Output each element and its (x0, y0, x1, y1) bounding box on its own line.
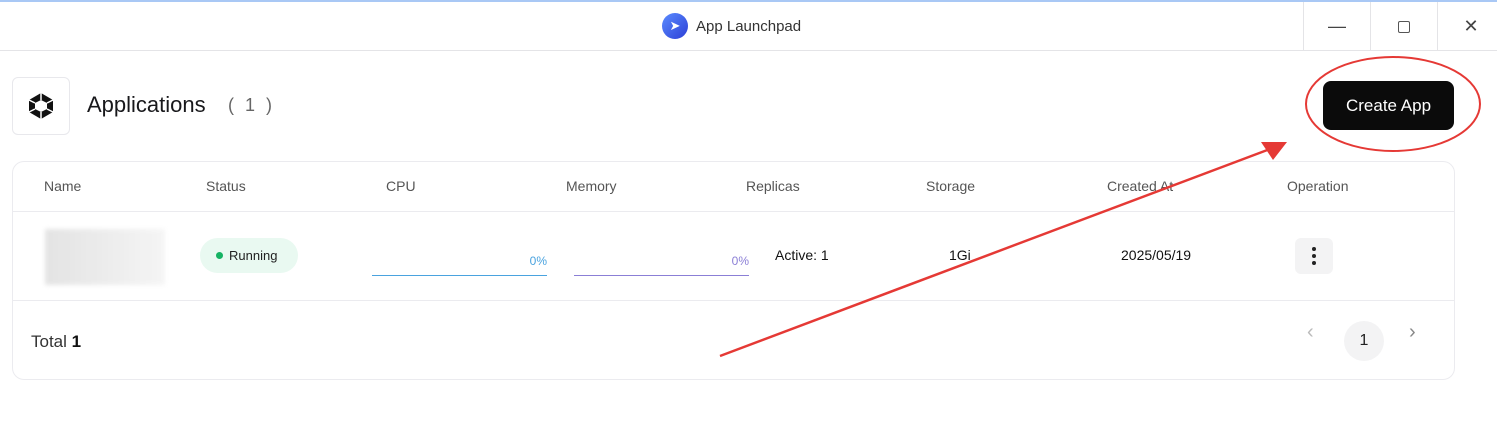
app-name-redacted[interactable] (45, 229, 165, 285)
prev-page-button[interactable]: ‹ (1307, 321, 1314, 343)
total-count: Total 1 (31, 332, 82, 351)
more-options-button[interactable] (1295, 238, 1333, 274)
page-title: Applications (87, 92, 206, 117)
created-at-value: 2025/05/19 (1121, 247, 1192, 263)
replicas-value: Active: 1 (775, 247, 829, 263)
column-name: Name (44, 178, 82, 194)
close-button[interactable]: ✕ (1437, 2, 1497, 51)
cpu-usage-bar: 0% (372, 254, 547, 276)
title-bar: ➤ App Launchpad — ✕ (0, 0, 1497, 51)
annotation-arrowhead (1261, 142, 1287, 160)
window-title: ➤ App Launchpad (662, 13, 801, 39)
column-replicas: Replicas (746, 178, 800, 194)
minimize-button[interactable]: — (1303, 2, 1370, 51)
status-dot (216, 252, 223, 259)
column-memory: Memory (566, 178, 617, 194)
applications-table: Name Status CPU Memory Replicas Storage … (12, 161, 1455, 380)
page-1-button[interactable]: 1 (1344, 321, 1384, 361)
memory-usage-bar: 0% (574, 254, 749, 276)
status-badge: Running (200, 238, 298, 273)
column-cpu: CPU (386, 178, 416, 194)
hexagon-gem-icon (12, 77, 70, 135)
column-storage: Storage (926, 178, 976, 194)
maximize-button[interactable] (1370, 2, 1437, 51)
create-app-button[interactable]: Create App (1323, 81, 1454, 130)
restore-icon (1398, 20, 1410, 33)
table-header: Name Status CPU Memory Replicas Storage … (13, 162, 1454, 212)
storage-value: 1Gi (949, 247, 971, 263)
column-created-at: Created At (1107, 178, 1174, 194)
app-count: ( 1 ) (228, 95, 276, 115)
rocket-icon: ➤ (662, 13, 688, 39)
table-row[interactable]: Running 0% 0% Active: 1 1Gi 2025/05/19 (13, 212, 1454, 301)
column-operation: Operation (1287, 178, 1349, 194)
column-status: Status (206, 178, 246, 194)
next-page-button[interactable]: › (1409, 321, 1416, 343)
